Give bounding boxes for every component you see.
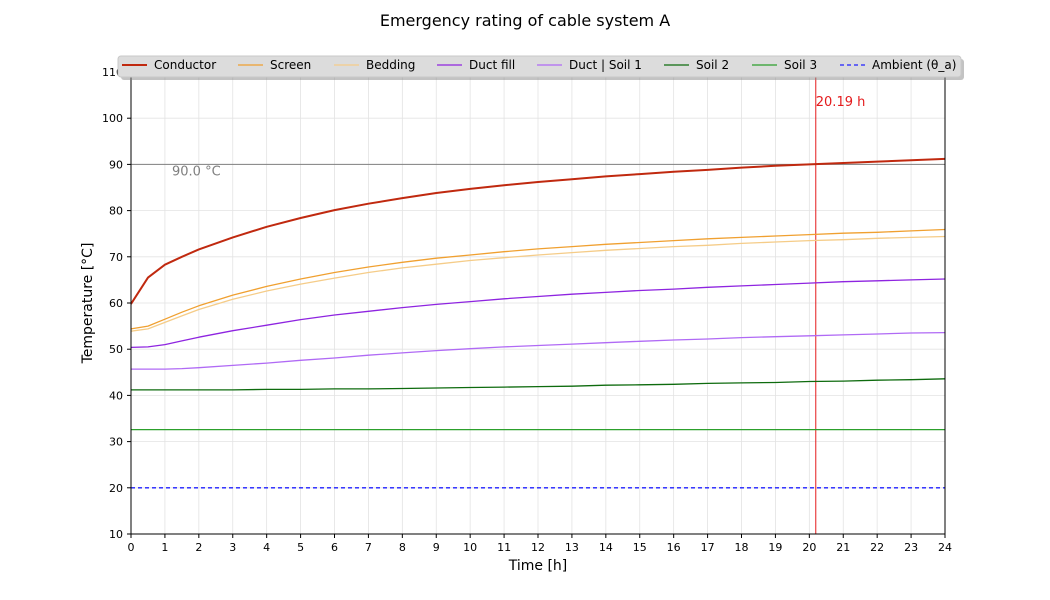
x-tick-label: 7 bbox=[365, 541, 372, 554]
legend-entry: Soil 2 bbox=[696, 58, 729, 72]
x-tick-label: 16 bbox=[667, 541, 681, 554]
series-line-conductor bbox=[130, 157, 946, 305]
x-tick-label: 18 bbox=[735, 541, 749, 554]
x-tick-label: 5 bbox=[297, 541, 304, 554]
legend-entry: Duct | Soil 1 bbox=[569, 58, 642, 72]
x-tick-label: 20 bbox=[802, 541, 816, 554]
x-tick-label: 17 bbox=[701, 541, 715, 554]
x-tick-label: 9 bbox=[433, 541, 440, 554]
chart-title: Emergency rating of cable system A bbox=[380, 11, 670, 30]
x-axis: 0 1 2 3 4 5 6 7 8 9 10 11 12 13 14 15 16 17 18 19 20 21 22 23 24 bbox=[128, 534, 952, 554]
x-tick-label: 8 bbox=[399, 541, 406, 554]
y-tick-label: 90 bbox=[109, 158, 123, 171]
threshold-label: 90.0 °C bbox=[172, 164, 221, 179]
x-tick-label: 11 bbox=[497, 541, 511, 554]
x-tick-label: 4 bbox=[263, 541, 270, 554]
x-tick-label: 13 bbox=[565, 541, 579, 554]
x-tick-label: 23 bbox=[904, 541, 918, 554]
x-tick-label: 6 bbox=[331, 541, 338, 554]
x-tick-label: 10 bbox=[463, 541, 477, 554]
x-tick-label: 14 bbox=[599, 541, 613, 554]
x-tick-label: 19 bbox=[768, 541, 782, 554]
y-tick-label: 60 bbox=[109, 297, 123, 310]
x-tick-label: 22 bbox=[870, 541, 884, 554]
legend: Conductor Screen Bedding Duct fill Duct | So… bbox=[117, 55, 964, 80]
legend-entry: Screen bbox=[270, 58, 311, 72]
y-axis-label: Temperature [°C] bbox=[80, 243, 96, 365]
legend-box bbox=[117, 55, 962, 78]
series-line-bedding bbox=[130, 235, 946, 332]
legend-entry: Soil 3 bbox=[784, 58, 817, 72]
legend-entry: Conductor bbox=[154, 58, 216, 72]
legend-entry: Ambient (θ_a) bbox=[872, 58, 956, 72]
grid bbox=[130, 71, 946, 535]
legend-entry: Bedding bbox=[366, 58, 415, 72]
x-axis-label: Time [h] bbox=[508, 558, 568, 574]
y-tick-label: 50 bbox=[109, 343, 123, 356]
series-line-duct-fill bbox=[130, 278, 946, 349]
x-tick-label: 24 bbox=[938, 541, 952, 554]
y-tick-label: 70 bbox=[109, 251, 123, 264]
y-tick-label: 40 bbox=[109, 389, 123, 402]
series-lines bbox=[130, 157, 946, 489]
series-line-screen bbox=[130, 228, 946, 330]
x-tick-label: 12 bbox=[531, 541, 545, 554]
x-tick-label: 2 bbox=[195, 541, 202, 554]
y-tick-label: 30 bbox=[109, 436, 123, 449]
y-tick-label: 80 bbox=[109, 205, 123, 218]
time-limit-label: 20.19 h bbox=[816, 95, 866, 110]
x-tick-label: 15 bbox=[633, 541, 647, 554]
y-tick-label: 20 bbox=[109, 482, 123, 495]
x-tick-label: 0 bbox=[128, 541, 135, 554]
x-tick-label: 1 bbox=[161, 541, 168, 554]
y-tick-label: 10 bbox=[109, 528, 123, 541]
x-tick-label: 21 bbox=[836, 541, 850, 554]
x-tick-label: 3 bbox=[229, 541, 236, 554]
y-tick-label: 100 bbox=[102, 112, 123, 125]
legend-entry: Duct fill bbox=[469, 58, 515, 72]
series-line-duct-soil-1 bbox=[131, 331, 946, 370]
series-line-soil-2 bbox=[131, 378, 946, 391]
